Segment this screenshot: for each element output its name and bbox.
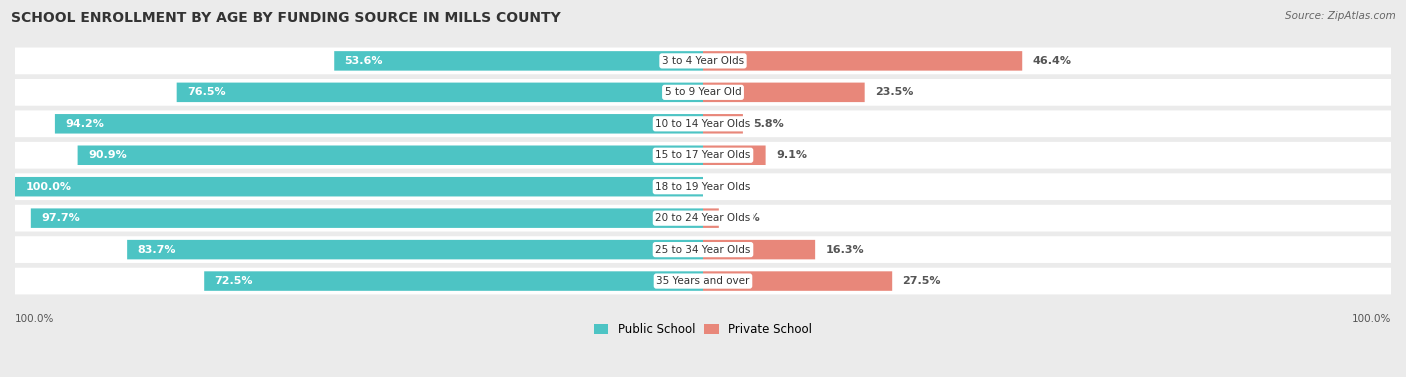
Text: 16.3%: 16.3%	[825, 245, 865, 254]
Text: 97.7%: 97.7%	[41, 213, 80, 223]
Text: 83.7%: 83.7%	[138, 245, 176, 254]
Text: 53.6%: 53.6%	[344, 56, 382, 66]
FancyBboxPatch shape	[15, 177, 703, 196]
FancyBboxPatch shape	[31, 208, 703, 228]
FancyBboxPatch shape	[15, 268, 1391, 294]
FancyBboxPatch shape	[703, 146, 766, 165]
Text: 94.2%: 94.2%	[65, 119, 104, 129]
Text: 2.3%: 2.3%	[730, 213, 759, 223]
FancyBboxPatch shape	[77, 146, 703, 165]
Text: 15 to 17 Year Olds: 15 to 17 Year Olds	[655, 150, 751, 160]
Text: 72.5%: 72.5%	[215, 276, 253, 286]
Text: 20 to 24 Year Olds: 20 to 24 Year Olds	[655, 213, 751, 223]
FancyBboxPatch shape	[335, 51, 703, 70]
Text: Source: ZipAtlas.com: Source: ZipAtlas.com	[1285, 11, 1396, 21]
FancyBboxPatch shape	[15, 79, 1391, 106]
Text: 27.5%: 27.5%	[903, 276, 941, 286]
Text: 46.4%: 46.4%	[1032, 56, 1071, 66]
FancyBboxPatch shape	[703, 208, 718, 228]
FancyBboxPatch shape	[703, 83, 865, 102]
FancyBboxPatch shape	[15, 110, 1391, 137]
Text: 10 to 14 Year Olds: 10 to 14 Year Olds	[655, 119, 751, 129]
Text: SCHOOL ENROLLMENT BY AGE BY FUNDING SOURCE IN MILLS COUNTY: SCHOOL ENROLLMENT BY AGE BY FUNDING SOUR…	[11, 11, 561, 25]
FancyBboxPatch shape	[15, 236, 1391, 263]
Text: 100.0%: 100.0%	[15, 314, 55, 324]
Text: 25 to 34 Year Olds: 25 to 34 Year Olds	[655, 245, 751, 254]
FancyBboxPatch shape	[15, 173, 1391, 200]
Text: 90.9%: 90.9%	[89, 150, 127, 160]
FancyBboxPatch shape	[55, 114, 703, 133]
FancyBboxPatch shape	[703, 240, 815, 259]
Text: 100.0%: 100.0%	[25, 182, 72, 192]
FancyBboxPatch shape	[703, 51, 1022, 70]
Legend: Public School, Private School: Public School, Private School	[593, 323, 813, 336]
FancyBboxPatch shape	[177, 83, 703, 102]
FancyBboxPatch shape	[204, 271, 703, 291]
Text: 9.1%: 9.1%	[776, 150, 807, 160]
Text: 3 to 4 Year Olds: 3 to 4 Year Olds	[662, 56, 744, 66]
Text: 100.0%: 100.0%	[1351, 314, 1391, 324]
FancyBboxPatch shape	[703, 114, 742, 133]
FancyBboxPatch shape	[15, 142, 1391, 169]
Text: 18 to 19 Year Olds: 18 to 19 Year Olds	[655, 182, 751, 192]
Text: 35 Years and over: 35 Years and over	[657, 276, 749, 286]
FancyBboxPatch shape	[15, 48, 1391, 74]
FancyBboxPatch shape	[15, 205, 1391, 231]
Text: 5.8%: 5.8%	[754, 119, 785, 129]
FancyBboxPatch shape	[127, 240, 703, 259]
Text: 23.5%: 23.5%	[875, 87, 914, 97]
Text: 0.0%: 0.0%	[713, 182, 744, 192]
Text: 76.5%: 76.5%	[187, 87, 225, 97]
FancyBboxPatch shape	[703, 271, 893, 291]
Text: 5 to 9 Year Old: 5 to 9 Year Old	[665, 87, 741, 97]
